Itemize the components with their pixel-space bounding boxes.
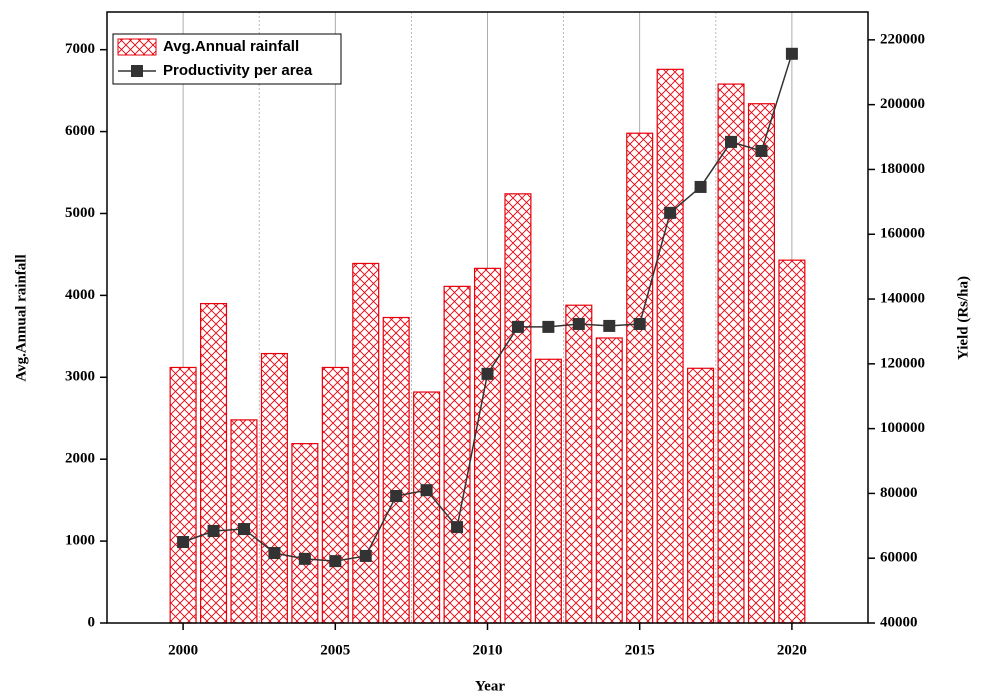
bar <box>260 352 288 624</box>
y-tick-label: 0 <box>88 614 96 630</box>
bar <box>747 103 775 624</box>
x-tick-label: 2005 <box>320 642 350 658</box>
point <box>725 135 738 148</box>
point <box>542 320 555 333</box>
legend-label: Avg.Annual rainfall <box>163 38 299 55</box>
bar <box>778 259 806 624</box>
y-tick-label: 5000 <box>65 205 95 221</box>
y-axis-label: Avg.Annual rainfall <box>13 254 29 381</box>
point <box>207 524 220 537</box>
y-tick-label: 2000 <box>65 451 95 467</box>
y2-tick-label: 60000 <box>880 550 918 566</box>
x-tick-label: 2015 <box>625 642 655 658</box>
bar <box>291 443 319 624</box>
y2-tick-label: 180000 <box>880 161 925 177</box>
point <box>511 320 524 333</box>
point <box>481 367 494 380</box>
point <box>329 555 342 568</box>
point <box>633 317 646 330</box>
point <box>694 180 707 193</box>
legend-swatch <box>117 38 157 56</box>
x-tick-label: 2000 <box>168 642 198 658</box>
y-tick-label: 6000 <box>65 123 95 139</box>
point <box>237 523 250 536</box>
legend: Avg.Annual rainfall Productivity per area <box>112 33 342 85</box>
y2-tick-label: 40000 <box>880 614 918 630</box>
point <box>359 549 372 562</box>
y-tick-label: 7000 <box>65 41 95 57</box>
bar <box>169 366 197 624</box>
bar <box>200 302 228 624</box>
point <box>451 521 464 534</box>
plot-frame <box>106 11 869 624</box>
bar <box>473 267 502 624</box>
bar <box>321 366 349 624</box>
y2-tick-label: 100000 <box>880 420 925 436</box>
point <box>755 144 768 157</box>
bar <box>443 285 471 624</box>
point <box>268 547 281 560</box>
y-tick-label: 4000 <box>65 287 95 303</box>
bar <box>352 262 380 624</box>
y2-tick-label: 200000 <box>880 96 925 112</box>
bar <box>565 304 593 624</box>
bar <box>717 83 745 624</box>
y2-tick-label: 220000 <box>880 31 925 47</box>
bar <box>413 391 441 624</box>
y2-tick-label: 160000 <box>880 226 925 242</box>
point <box>390 490 403 503</box>
y-tick-label: 1000 <box>65 533 95 549</box>
bar <box>595 337 623 624</box>
point <box>664 206 677 219</box>
bar <box>656 68 684 624</box>
y2-tick-label: 80000 <box>880 485 918 501</box>
y2-axis-label: Yield (Rs/ha) <box>955 276 971 360</box>
point <box>603 319 616 332</box>
point <box>298 552 311 565</box>
legend-swatch <box>131 65 143 77</box>
bar <box>230 419 258 624</box>
y2-tick-label: 140000 <box>880 290 925 306</box>
point <box>785 47 798 60</box>
x-tick-label: 2010 <box>473 642 503 658</box>
x-axis-label: Year <box>475 678 505 694</box>
y2-tick-label: 120000 <box>880 355 925 371</box>
bar <box>626 132 654 624</box>
legend-label: Productivity per area <box>163 62 313 79</box>
bar <box>504 193 532 624</box>
bar <box>534 358 562 624</box>
point <box>572 317 585 330</box>
bar <box>382 316 410 624</box>
bar <box>687 367 715 624</box>
point <box>177 536 190 549</box>
point <box>420 484 433 497</box>
x-tick-label: 2020 <box>777 642 807 658</box>
y-tick-label: 3000 <box>65 369 95 385</box>
